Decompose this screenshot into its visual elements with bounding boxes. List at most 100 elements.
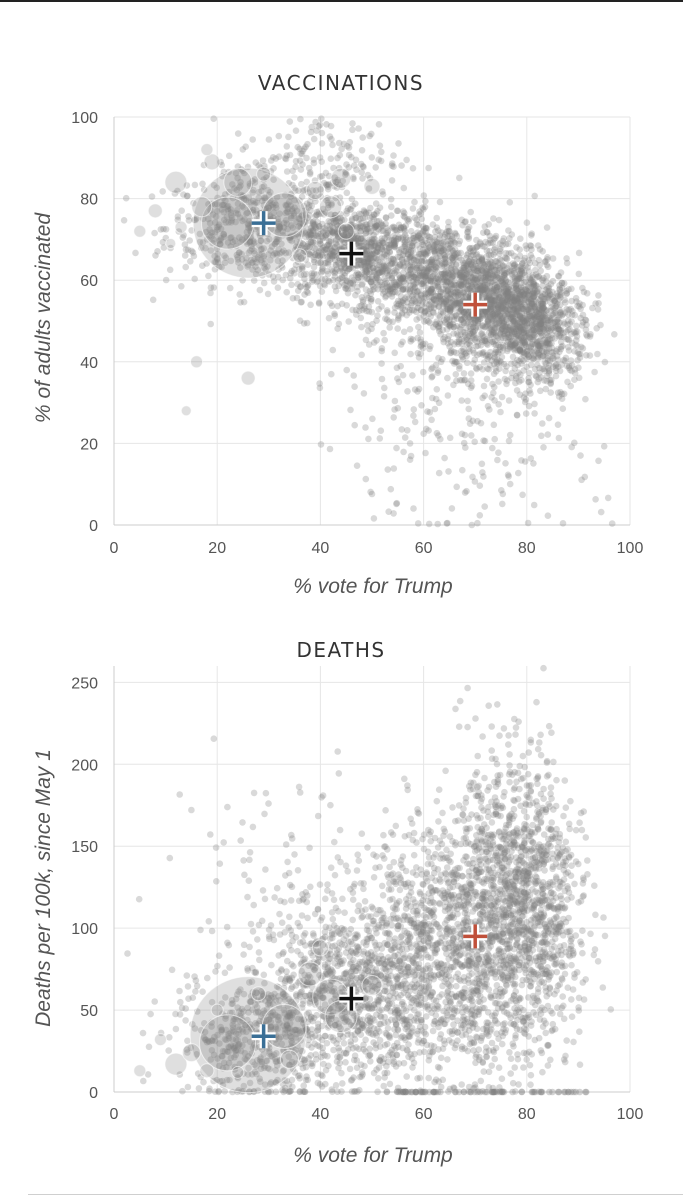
data-point [159,188,166,195]
data-point [259,157,267,164]
data-point [265,204,272,211]
data-point [383,230,390,237]
data-point [276,224,284,231]
data-point [316,253,324,260]
data-point [318,210,325,217]
data-point [402,286,410,293]
data-point [222,254,230,261]
data-point [439,273,447,281]
data-point [316,237,324,245]
data-point [497,286,505,294]
data-point [448,254,456,262]
data-point [414,229,421,236]
data-point [472,244,480,251]
data-point [499,490,507,498]
data-point [504,471,512,479]
data-point [255,194,262,202]
data-point [452,299,460,307]
data-point [436,299,443,306]
data-point [365,435,372,443]
data-point [246,238,254,246]
data-point [206,219,214,227]
data-point [450,292,458,300]
data-point [387,260,395,267]
data-point [283,208,291,215]
data-point [379,286,386,293]
data-point [400,224,408,231]
data-point [361,214,369,222]
data-point [450,256,457,264]
data-point [177,998,184,1006]
data-point [454,288,461,296]
data-point [351,211,359,219]
data-point [529,283,536,290]
data-point [297,299,305,306]
data-point [463,251,471,259]
data-point [509,341,516,349]
data-point [346,265,353,272]
data-point [383,252,390,259]
data-point [526,369,533,377]
data-point [422,274,429,281]
data-point [268,243,276,250]
data-point [447,265,455,272]
data-point [448,275,456,283]
data-point [462,274,470,282]
data-point [290,212,298,220]
data-point [459,221,466,229]
data-point [368,257,376,264]
data-point [492,266,499,274]
data-point [207,289,214,297]
data-point [216,240,224,248]
data-point [283,202,290,210]
data-point [383,283,391,291]
x-tick-label: 20 [208,540,226,557]
data-point [243,210,250,217]
data-point [372,276,379,284]
data-point [341,239,348,246]
data-point [448,505,456,512]
data-point [331,252,338,259]
data-point [413,236,421,243]
data-point [199,988,206,995]
data-point [378,303,385,310]
data-point [381,384,388,392]
data-point [483,313,491,321]
data-point [291,270,298,277]
data-point [425,242,432,249]
data-point [285,133,292,141]
data-point [244,220,252,228]
data-point [495,280,502,287]
data-point [376,204,384,211]
data-point [213,223,221,231]
data-point [478,460,486,468]
data-point [269,252,277,259]
data-point [364,255,371,262]
data-point [365,238,373,246]
data-point [309,187,317,194]
data-point [376,242,384,249]
data-point [258,245,266,253]
data-point [151,229,158,237]
data-point [547,291,554,299]
data-point [494,262,502,269]
data-point [358,270,365,278]
data-point [432,228,439,235]
data-point [583,331,590,339]
data-point [526,275,534,283]
data-point [328,266,336,273]
data-point [148,193,156,200]
data-point [501,270,509,277]
data-point [460,329,467,336]
data-point [511,365,519,372]
data-point [447,280,454,288]
data-point [332,268,339,275]
data-point [335,260,343,267]
data-point [466,293,473,300]
data-point [220,201,228,209]
data-point [367,239,375,246]
data-point [395,314,402,322]
data-point [443,229,450,236]
data-point [482,268,490,275]
data-point [306,228,314,236]
